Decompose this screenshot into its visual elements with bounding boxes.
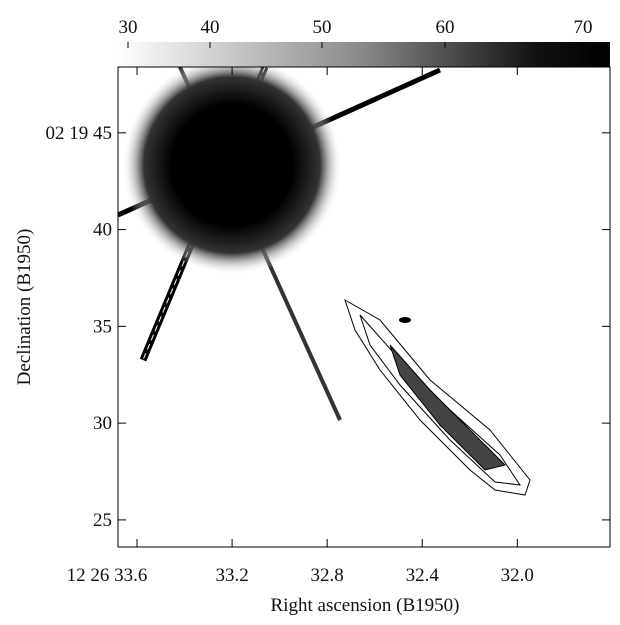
y-tick-label: 40 (93, 220, 112, 241)
x-tick-label: 33.2 (215, 565, 248, 586)
x-tick-label: 32.8 (311, 565, 344, 586)
image (118, 67, 531, 496)
x-tick-label: 32.4 (406, 565, 440, 586)
x-tick-label: 12 26 33.6 (67, 565, 148, 586)
y-axis-label: Declination (B1950) (14, 229, 35, 386)
colorbar-tick-label: 70 (574, 17, 593, 38)
colorbar-tick-label: 50 (313, 17, 332, 38)
colorbar-tick-label: 30 (119, 17, 138, 38)
colorbar-tick-label: 40 (201, 17, 220, 38)
y-tick-label: 02 19 45 (46, 123, 113, 144)
x-axis-label: Right ascension (B1950) (271, 595, 460, 616)
colorbar (118, 42, 610, 67)
plot-frame (117, 66, 611, 548)
x-tick-label: 32.0 (501, 565, 534, 586)
colorbar-tick-label: 60 (436, 17, 455, 38)
y-tick-label: 30 (93, 413, 112, 434)
y-tick-label: 25 (93, 510, 112, 531)
y-tick-label: 35 (93, 316, 112, 337)
